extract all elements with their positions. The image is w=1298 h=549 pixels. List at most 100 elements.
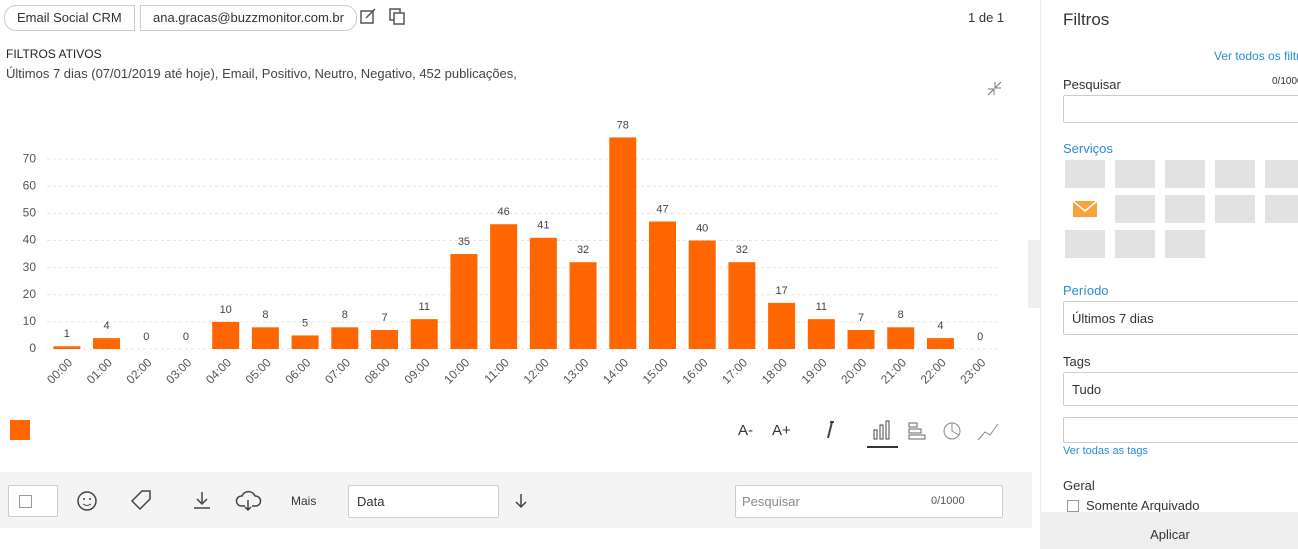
bar [688,240,716,349]
y-tick-label: 40 [23,233,37,247]
bar [291,335,319,349]
data-label: 46 [498,206,510,218]
data-label: 8 [342,309,348,321]
search-counter: 0/1000 [1272,76,1298,87]
data-label: 5 [302,317,308,329]
period-select[interactable]: Últimos 7 dias [1063,301,1298,335]
search-input[interactable] [1063,95,1298,123]
data-label: 40 [696,222,708,234]
period-label: Período [1063,283,1109,298]
x-tick-label: 00:00 [44,355,75,386]
bar [569,262,597,349]
tab[interactable]: Email Social CRM [4,5,135,31]
sort-select[interactable]: Data [348,485,499,518]
bar [490,224,518,349]
sidebar-toggle[interactable] [1028,240,1040,308]
x-tick-label: 09:00 [401,355,432,386]
data-label: 8 [262,309,268,321]
see-all-filters[interactable]: Ver todos os filtros [1214,49,1298,63]
data-label: 41 [537,220,549,232]
bar [768,302,796,349]
tags-select[interactable]: Tudo [1063,372,1298,406]
bar [609,137,637,349]
x-tick-label: 11:00 [482,355,513,386]
x-tick-label: 03:00 [163,355,194,386]
collapse-icon[interactable] [987,81,1002,96]
y-tick-label: 20 [23,287,37,301]
y-tick-label: 30 [23,260,37,274]
x-tick-label: 10:00 [441,355,472,386]
font-increase[interactable]: A+ [772,422,791,439]
tab[interactable]: ana.gracas@buzzmonitor.com.br [140,5,357,31]
bar [371,330,399,349]
bar [450,254,478,349]
sidebar-title: Filtros [1063,10,1110,29]
chart: 01020304050607000:00101:00402:00003:0000… [10,81,1002,440]
data-label: 7 [381,312,387,324]
x-tick-label: 14:00 [600,355,631,386]
x-tick-label: 12:00 [521,355,552,386]
search-box[interactable]: Pesquisar 0/1000 [735,485,1003,518]
filters-summary: Últimos 7 dias (07/01/2019 até hoje), Em… [6,66,517,81]
data-label: 8 [898,309,904,321]
bar [251,327,279,349]
x-tick-label: 13:00 [560,355,591,386]
data-label: 17 [775,285,787,297]
x-tick-label: 15:00 [640,355,671,386]
data-label: 10 [220,304,232,316]
data-label: 0 [183,331,189,343]
chart-type-icons[interactable] [820,418,1005,450]
search-label: Pesquisar [1063,77,1121,92]
font-decrease[interactable]: A- [738,422,753,439]
y-tick-label: 60 [23,178,37,192]
search-placeholder: Pesquisar [742,494,800,509]
sidebar: Filtros Ver todos os filtros Pesquisar 0… [1040,0,1298,549]
bar [410,319,438,349]
data-label: 32 [736,244,748,256]
x-tick-label: 22:00 [918,355,949,386]
x-tick-label: 16:00 [679,355,710,386]
bar [53,346,81,349]
data-label: 47 [656,203,668,215]
select-all[interactable] [8,485,58,517]
legend-swatch [10,420,30,440]
bar [648,221,676,349]
data-label: 1 [64,328,70,340]
x-tick-label: 05:00 [243,355,274,386]
data-label: 4 [937,320,943,332]
filters-heading: FILTROS ATIVOS [6,47,102,61]
sort-direction[interactable] [513,492,529,510]
archived-checkbox[interactable] [1067,500,1079,512]
see-all-tags[interactable]: Ver todas as tags [1063,445,1148,457]
bar [807,319,835,349]
data-label: 35 [458,236,470,248]
x-tick-label: 01:00 [84,355,115,386]
search-counter: 0/1000 [931,495,965,507]
x-tick-label: 06:00 [282,355,313,386]
more-menu[interactable]: Mais [291,494,317,508]
tab-icons[interactable] [360,8,410,26]
data-label: 11 [419,301,430,313]
x-tick-label: 18:00 [759,355,790,386]
tags-label: Tags [1063,354,1091,369]
x-tick-label: 19:00 [799,355,830,386]
x-tick-label: 04:00 [203,355,234,386]
period-value: Últimos 7 dias [1072,311,1154,326]
apply-button[interactable]: Aplicar [1041,512,1298,549]
service-icons[interactable] [1063,158,1298,258]
data-label: 11 [816,301,827,313]
archived-label: Somente Arquivado [1086,498,1200,513]
pagination: 1 de 1 [968,10,1005,25]
general-label: Geral [1063,478,1095,493]
data-label: 4 [104,320,110,332]
bulk-action-icons[interactable] [75,488,285,514]
y-tick-label: 10 [23,314,37,328]
bar [926,338,954,349]
x-tick-label: 17:00 [719,355,750,386]
tags-input[interactable] [1063,417,1298,443]
data-label: 78 [617,119,629,131]
x-tick-label: 02:00 [124,355,155,386]
x-tick-label: 23:00 [957,355,988,386]
tags-value: Tudo [1072,382,1102,397]
